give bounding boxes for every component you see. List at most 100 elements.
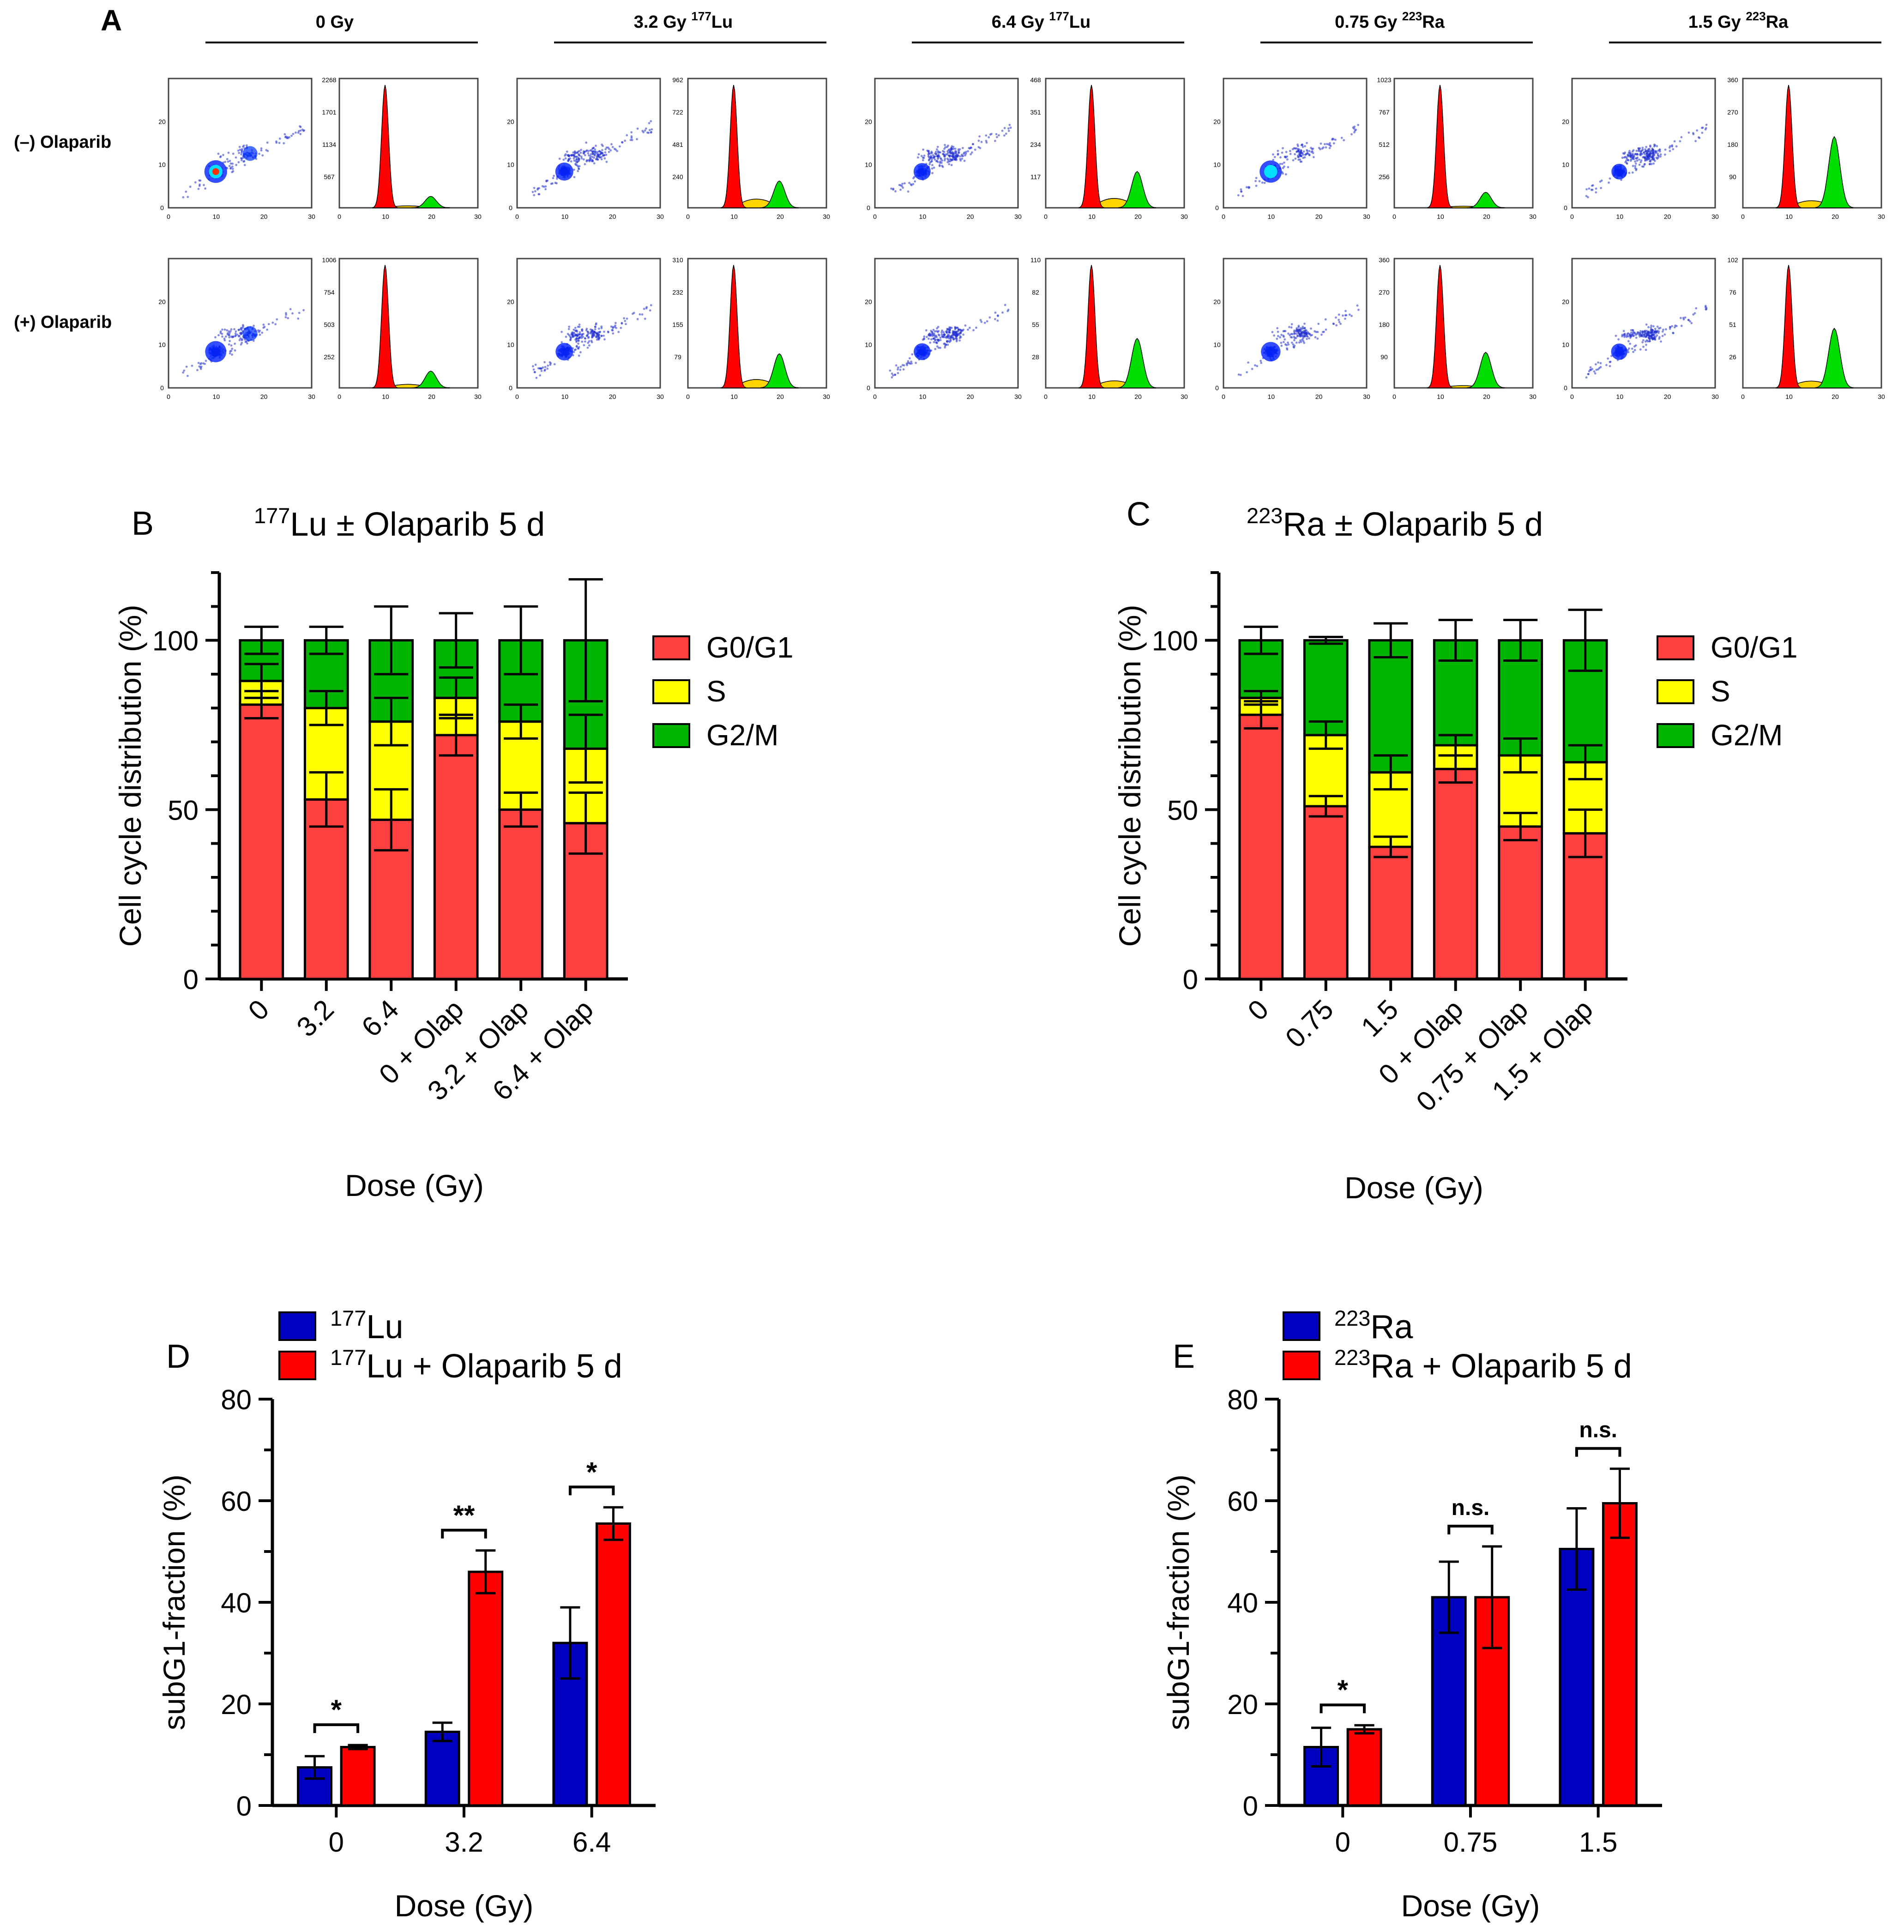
scatter-point [290,134,293,137]
scatter-point [228,336,231,338]
scatter-point [1283,165,1285,168]
hist-x-tick: 20 [1483,213,1490,220]
scatter-point [590,153,592,156]
scatter-point [931,167,934,170]
scatter-point [629,139,632,141]
scatter-y-tick: 0 [160,204,164,211]
scatter-point [221,335,223,338]
scatter-point [241,324,244,326]
scatter-x-tick: 20 [1315,393,1323,400]
scatter-point [1291,341,1293,344]
scatter-point [940,157,942,160]
scatter-point [1588,187,1591,190]
scatter-point [1310,327,1312,330]
scatter-point [1647,154,1650,157]
scatter-point [1643,156,1645,158]
scatter-point [1674,326,1676,329]
scatter-point [564,157,567,160]
scatter-point [1308,150,1311,152]
scatter-point [572,328,575,331]
scatter-point [968,326,971,329]
scatter-point [922,148,924,151]
scatter-y-tick: 20 [1562,298,1569,305]
panel-letter-a: A [101,4,122,37]
scatter-point [546,368,549,370]
hist-g0g1-peak [721,265,747,388]
scatter-frame [168,258,313,389]
scatter-point [585,335,588,337]
scatter-point [1587,196,1589,199]
scatter-point [533,371,536,374]
scatter-point [1335,324,1338,326]
scatter-point [1644,148,1647,151]
scatter-point [1325,146,1327,149]
scatter-point [1344,310,1347,312]
scatter-point [1314,330,1316,332]
scatter-point [1600,187,1603,189]
legend-swatch-1 [278,1351,316,1380]
scatter-point [572,151,575,154]
scatter-point [1294,157,1297,160]
scatter-point [1298,328,1301,331]
scatter-point [544,188,547,191]
scatter-point [1300,327,1302,330]
scatter-point [567,158,570,160]
scatter-point [902,187,904,189]
scatter-point [585,160,588,163]
x-tick-label: 6.4 [572,1827,611,1858]
scatter-y-tick: 0 [867,204,870,211]
scatter-point [1656,326,1659,328]
scatter-point [223,328,226,331]
bar-g0g1-4 [498,808,544,980]
scatter-point [1307,332,1310,335]
scatter-point [610,143,613,145]
scatter-point [934,151,937,153]
scatter-point [1332,323,1335,325]
scatter-x-tick: 0 [1222,213,1225,220]
scatter-point [927,155,930,157]
scatter-point [291,312,294,315]
hist-frame [1045,78,1185,209]
scatter-point [578,354,580,357]
bar-series0-2 [552,1642,588,1807]
scatter-point [937,151,940,154]
chart-e-223ra-subg1: 0 20 40 60 80 subG1-fraction (%) * 0 n.s. 0.75 n.s… [1161,1306,1662,1923]
scatter-point [1279,336,1282,338]
scatter-point [536,188,539,191]
hist-frame [1742,78,1882,209]
scatter-point [221,332,223,335]
scatter-point [1644,153,1646,156]
scatter-point [1320,142,1322,145]
scatter-point [1663,333,1666,336]
scatter-point [912,183,915,185]
significance-label: n.s. [1452,1496,1490,1520]
significance-label: ** [453,1500,475,1531]
scatter-y-tick: 10 [507,341,514,349]
scatter-point [1321,331,1324,333]
hist-x-tick: 20 [428,213,435,220]
scatter-point [995,133,998,135]
scatter-point [572,157,575,160]
scatter-point [962,328,965,331]
scatter-point [636,138,638,140]
scatter-point [1295,341,1298,344]
scatter-point [1286,158,1289,161]
scatter-point [242,145,245,147]
scatter-point [229,340,231,342]
scatter-point [988,316,991,319]
scatter-point [597,335,600,338]
scatter-point [1701,132,1704,134]
hist-x-tick: 0 [1392,393,1396,400]
scatter-point [604,151,607,154]
scatter-point [978,135,981,138]
scatter-point [566,151,568,153]
scatter-point [1007,308,1010,311]
scatter-point [592,150,595,152]
scatter-point [1632,149,1635,151]
scatter-point [591,332,594,335]
scatter-point [611,146,614,148]
scatter-point [1246,186,1248,188]
scatter-point [980,320,983,323]
scatter-point [616,150,619,152]
flow-cell-r0-c1: 0 10 20 30 0 10 20 0 10 20 30 962 722 481 240 [507,76,830,220]
